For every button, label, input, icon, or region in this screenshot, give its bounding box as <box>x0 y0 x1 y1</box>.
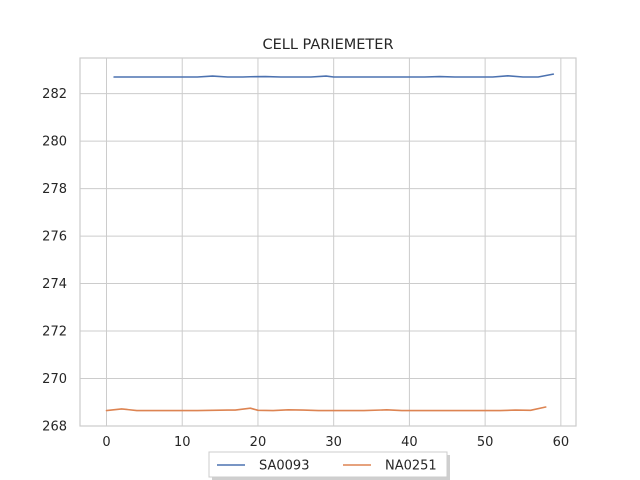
plot-frame <box>79 57 577 427</box>
y-tick-label: 268 <box>42 420 67 435</box>
legend-label-na0251: NA0251 <box>385 459 437 474</box>
legend-label-sa0093: SA0093 <box>259 459 309 474</box>
x-tick-label: 50 <box>477 435 494 450</box>
series-line-na0251 <box>105 406 547 412</box>
legend: SA0093 NA0251 <box>208 451 450 480</box>
chart-title: CELL PARIEMETER <box>262 37 393 53</box>
y-tick-label: 278 <box>42 182 67 197</box>
y-tick-label: 270 <box>42 372 67 387</box>
y-tick-label: 274 <box>42 277 67 292</box>
legend-box <box>208 451 448 478</box>
y-tick-label: 272 <box>42 325 67 340</box>
x-tick-label: 40 <box>401 435 418 450</box>
y-tick-label: 276 <box>42 230 67 245</box>
y-tick-label: 280 <box>42 135 67 150</box>
x-tick-label: 60 <box>553 435 570 450</box>
x-tick-labels: 0 10 20 30 40 50 60 <box>102 435 569 450</box>
x-tick-label: 10 <box>174 435 191 450</box>
x-tick-label: 20 <box>250 435 267 450</box>
series-group <box>105 73 555 412</box>
series-line-sa0093 <box>113 73 555 78</box>
y-tick-label: 282 <box>42 87 67 102</box>
x-tick-label: 0 <box>102 435 110 450</box>
x-tick-label: 30 <box>325 435 342 450</box>
y-tick-labels: 268 270 272 274 276 278 280 282 <box>42 87 67 434</box>
legend-items: SA0093 NA0251 <box>217 459 437 474</box>
